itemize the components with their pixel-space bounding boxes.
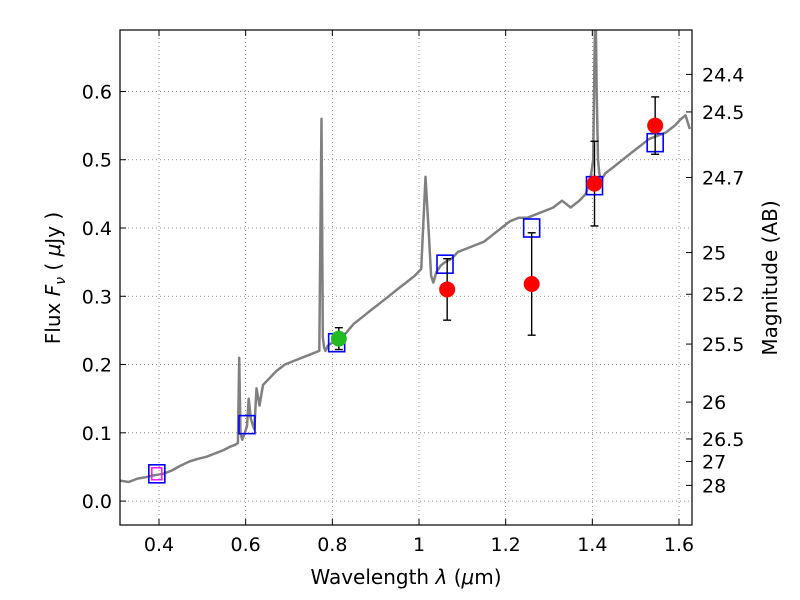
y-tick-label: 0.0 — [82, 491, 112, 513]
y-tick-label: 0.4 — [82, 218, 112, 240]
model-photometry-marker — [238, 414, 256, 435]
y2-tick-label: 27 — [702, 452, 726, 474]
model-photometry-marker — [436, 254, 454, 274]
x-tick-label: 0.8 — [317, 534, 347, 556]
observed-point — [439, 281, 456, 298]
x-tick-label: 1.6 — [664, 534, 694, 556]
y2-tick-label: 28 — [702, 475, 726, 497]
y-tick-label: 0.3 — [82, 286, 112, 308]
y2-tick-label: 25.5 — [702, 334, 744, 356]
upper-limit-marker — [151, 467, 163, 481]
observed-point — [586, 175, 603, 192]
x-tick-label: 1.4 — [577, 534, 607, 556]
y2-tick-label: 25.2 — [702, 284, 744, 306]
y2-tick-label: 25 — [702, 243, 726, 265]
x-tick-label: 0.6 — [231, 534, 261, 556]
y2-tick-label: 26 — [702, 392, 726, 414]
plot-area — [120, 30, 691, 484]
y2-tick-label: 24.7 — [702, 167, 744, 189]
x-tick-label: 1.2 — [491, 534, 521, 556]
x-axis-label: Wavelength λ (μm) — [310, 565, 501, 589]
y-tick-label: 0.5 — [82, 150, 112, 172]
plot-frame — [119, 29, 693, 526]
x-tick-label: 1 — [413, 534, 425, 556]
y2-tick-label: 24.5 — [702, 102, 744, 124]
model-photometry-marker — [148, 463, 166, 484]
observed-point — [330, 330, 347, 347]
y-tick-label: 0.1 — [82, 423, 112, 445]
axes: 0.4 0.6 0.8 1 1.2 1.4 1.6 0.0 0.1 0.2 0.3 0.4 0.5 0.6… — [82, 30, 744, 556]
observed-point — [647, 117, 664, 134]
y-axis-label: Flux Fν ( μJy ) — [41, 212, 69, 344]
spectrum-line — [120, 30, 691, 484]
observed-point — [523, 275, 540, 292]
y2-axis-label: Magnitude (AB) — [758, 200, 782, 355]
series-group — [120, 30, 691, 484]
x-tick-label: 0.4 — [144, 534, 174, 556]
y2-tick-label: 26.5 — [702, 429, 744, 451]
y-tick-label: 0.6 — [82, 81, 112, 103]
y-tick-label: 0.2 — [82, 355, 112, 377]
y2-tick-label: 24.4 — [702, 64, 744, 86]
grid — [120, 30, 692, 525]
